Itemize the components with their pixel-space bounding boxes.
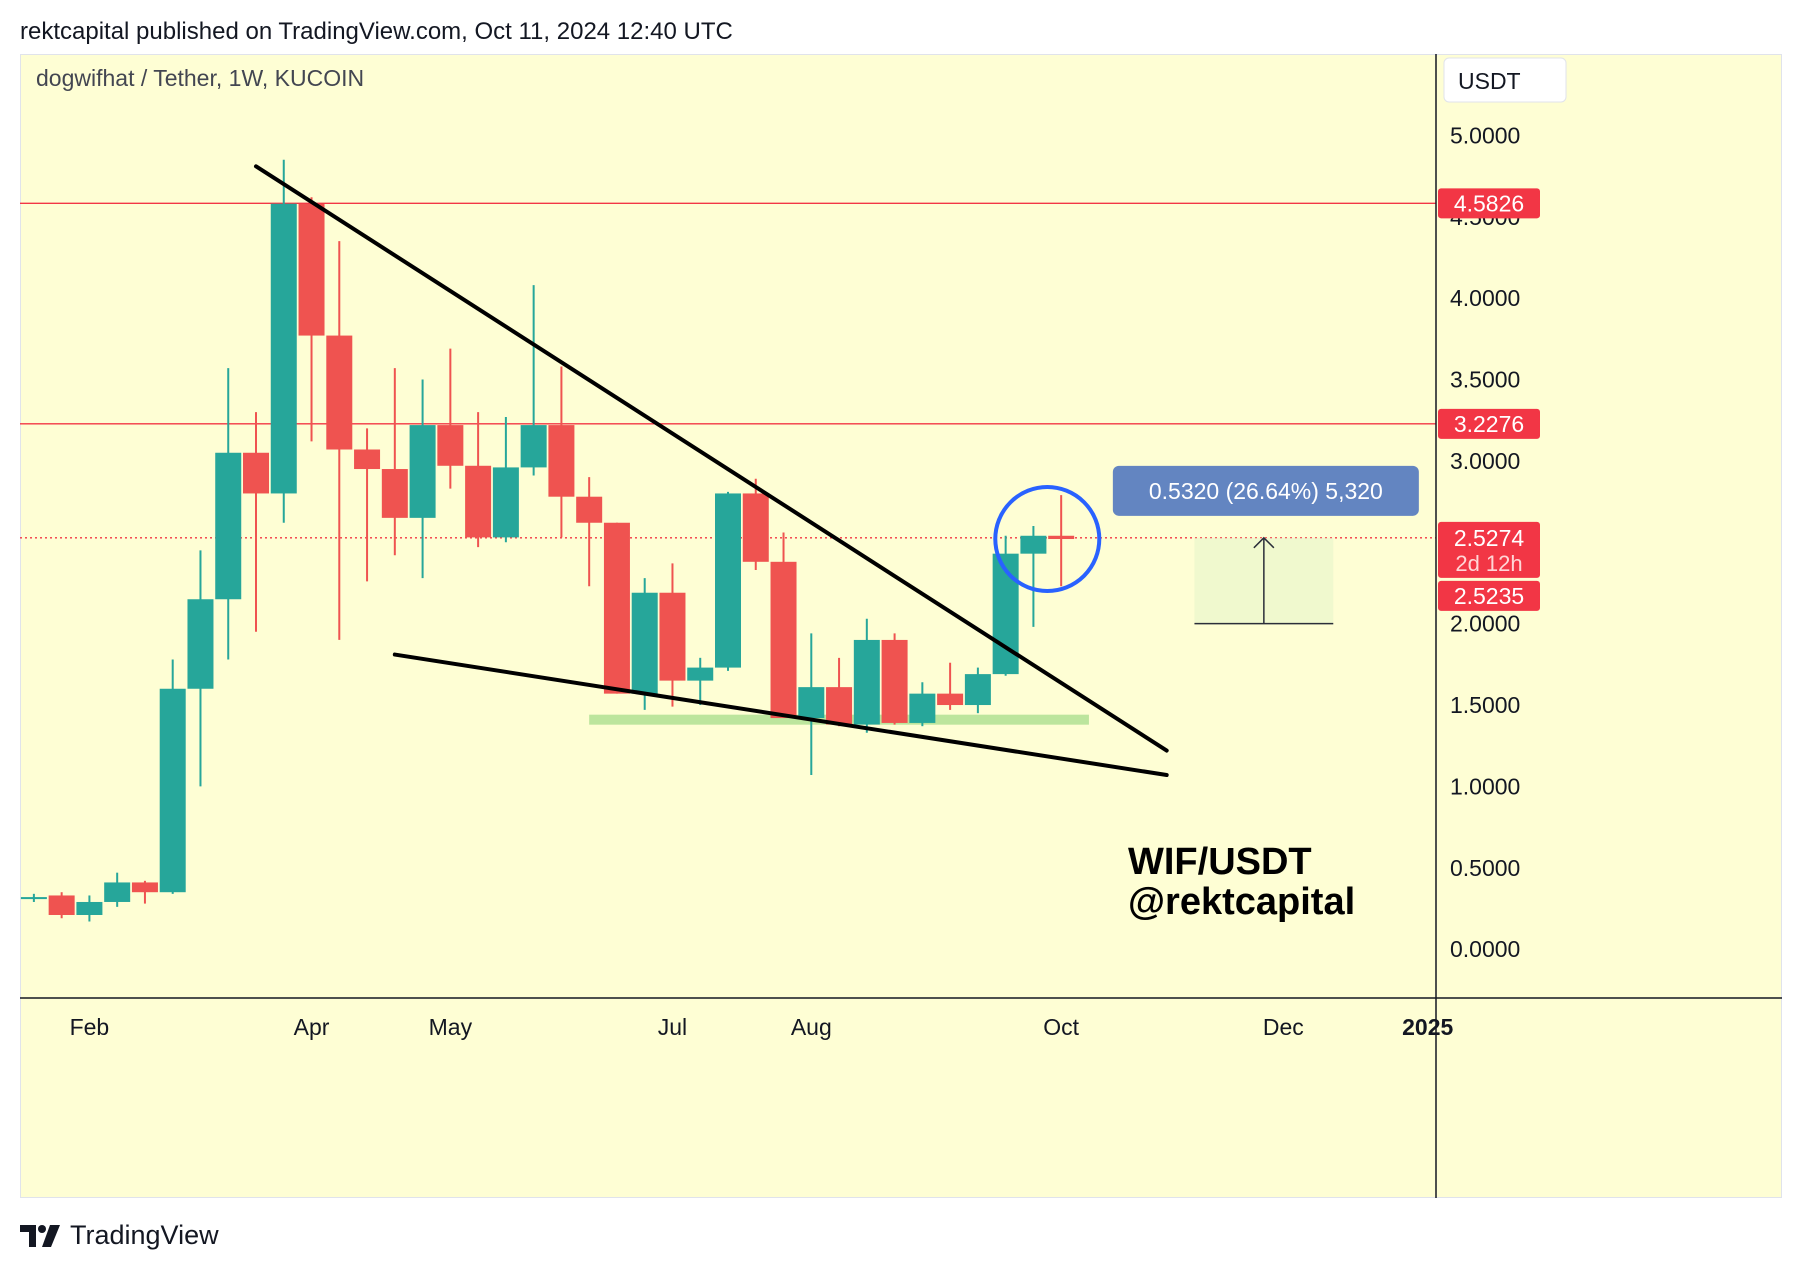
candle-body-6	[187, 599, 214, 689]
candle-body-18	[520, 425, 547, 468]
last-price-tag-text: 2.5274	[1454, 525, 1525, 551]
candle-body-30	[853, 639, 880, 725]
publisher-header: rektcapital published on TradingView.com…	[20, 18, 733, 45]
measure-label-text: 0.5320 (26.64%) 5,320	[1149, 478, 1383, 504]
chart-frame: 0.5320 (26.64%) 5,320 5.00004.50004.0000…	[20, 54, 1782, 1198]
time-axis-area	[20, 998, 1782, 1198]
candle-body-26	[742, 493, 769, 562]
candle-body-12	[354, 449, 381, 470]
candle-body-20	[576, 496, 603, 523]
trendline-0	[254, 164, 1169, 753]
candle-body-25	[715, 493, 741, 668]
close-price-tag	[1438, 580, 1540, 611]
tradingview-footer: TradingView	[20, 1220, 219, 1251]
measure-arrow-head	[1253, 536, 1275, 549]
candle-body-28	[798, 687, 825, 719]
candle-body-34	[964, 674, 991, 706]
candle-body-11	[326, 335, 353, 450]
x-tick-label-5: Oct	[1043, 1014, 1079, 1040]
candle-body-13	[381, 469, 408, 518]
candle-body-17	[492, 467, 519, 538]
level-price-tag-text-1: 3.2276	[1454, 411, 1524, 437]
candle-body-8	[243, 452, 269, 494]
candle-body-23	[659, 592, 686, 681]
y-tick-label-4: 3.0000	[1450, 448, 1520, 474]
candle-body-14	[409, 425, 436, 518]
candle-body-1	[48, 895, 75, 915]
y-tick-label-6: 1.5000	[1450, 692, 1520, 718]
y-tick-label-7: 1.0000	[1450, 773, 1520, 799]
currency-button[interactable]	[1443, 57, 1567, 103]
x-tick-label-7: 2025	[1402, 1014, 1453, 1040]
x-tick-label-4: Aug	[791, 1014, 832, 1040]
level-price-tag-0	[1438, 188, 1540, 219]
tradingview-wordmark: TradingView	[70, 1220, 219, 1250]
y-tick-label-3: 3.5000	[1450, 367, 1520, 393]
trendline-1	[392, 652, 1169, 778]
level-price-tag-text-0: 4.5826	[1454, 190, 1524, 216]
candle-body-24	[687, 667, 714, 681]
y-tick-label-2: 4.0000	[1450, 285, 1520, 311]
candle-body-5	[159, 688, 186, 893]
x-tick-label-2: May	[429, 1014, 473, 1040]
candle-body-19	[548, 425, 575, 497]
x-tick-label-3: Jul	[658, 1014, 687, 1040]
candle-body-16	[465, 465, 492, 538]
candle-body-10	[298, 203, 325, 336]
candle-body-4	[131, 882, 158, 893]
candle-body-15	[437, 425, 464, 466]
candle-body-3	[104, 882, 131, 902]
y-tick-label-9: 0.0000	[1450, 936, 1520, 962]
candle-body-9	[270, 203, 297, 494]
candle-body-7	[215, 452, 242, 600]
candle-body-33	[937, 693, 964, 706]
candle-body-0	[20, 897, 47, 900]
highlight-circle	[993, 485, 1102, 594]
candle-body-36	[1020, 535, 1047, 554]
candle-body-2	[76, 901, 103, 915]
candle-body-37	[1048, 535, 1075, 540]
y-tick-label-0: 5.0000	[1450, 122, 1520, 148]
x-tick-label-0: Feb	[70, 1014, 110, 1040]
watermark-line-0: WIF/USDT	[1128, 841, 1312, 883]
currency-button-label[interactable]: USDT	[1458, 68, 1521, 94]
x-tick-label-1: Apr	[294, 1014, 330, 1040]
last-price-tag	[1438, 521, 1540, 578]
candle-body-27	[770, 561, 797, 719]
candle-body-29	[826, 687, 853, 725]
candle-body-22	[631, 592, 658, 694]
countdown-tag-text: 2d 12h	[1455, 551, 1522, 576]
symbol-info: dogwifhat / Tether, 1W, KUCOIN	[36, 65, 364, 91]
y-tick-label-8: 0.5000	[1450, 855, 1520, 881]
x-tick-label-6: Dec	[1263, 1014, 1304, 1040]
candle-body-21	[603, 522, 630, 694]
measure-label-box	[1112, 465, 1419, 516]
chart-border	[20, 54, 1782, 1198]
watermark-line-1: @rektcapital	[1128, 881, 1355, 923]
y-tick-label-5: 2.0000	[1450, 611, 1520, 637]
candlestick-chart[interactable]: 0.5320 (26.64%) 5,320 5.00004.50004.0000…	[20, 54, 1782, 1198]
candle-body-31	[881, 639, 908, 723]
candle-body-32	[909, 693, 936, 723]
level-price-tag-1	[1438, 408, 1540, 439]
close-price-tag-text: 2.5235	[1454, 583, 1524, 609]
tradingview-logo-icon	[20, 1224, 60, 1247]
